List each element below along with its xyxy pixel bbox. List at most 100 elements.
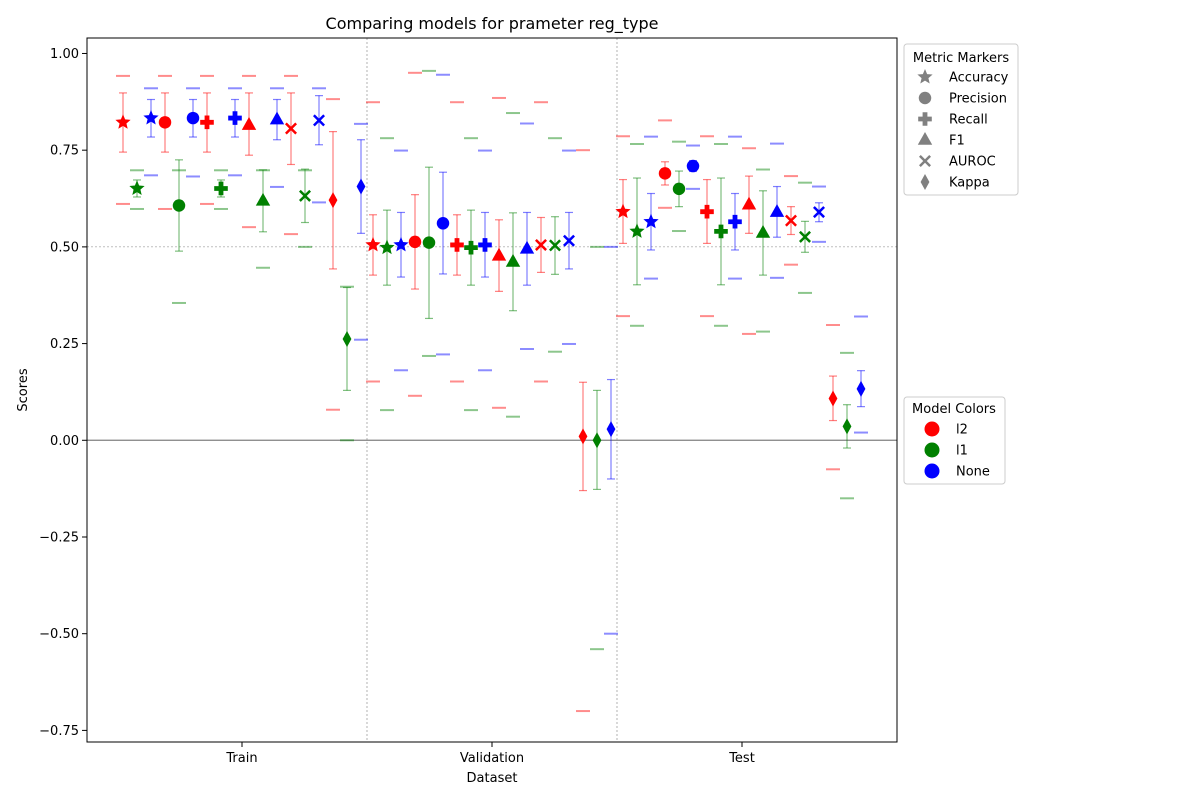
point-marker	[728, 214, 742, 229]
chart-title: Comparing models for prameter reg_type	[326, 14, 659, 34]
point-marker	[769, 204, 785, 217]
y-tick-label: 1.00	[50, 47, 79, 62]
model-legend-entry: l1	[924, 442, 968, 459]
point-marker	[672, 182, 686, 196]
data-point	[450, 101, 464, 383]
data-point	[354, 122, 368, 341]
data-point	[700, 135, 714, 318]
point-marker	[856, 380, 866, 397]
x-tick-label: Test	[728, 751, 755, 766]
point-marker	[313, 114, 325, 127]
legend-label: AUROC	[949, 155, 996, 170]
model-legend-frame	[903, 396, 1006, 485]
point-marker	[658, 167, 672, 180]
data-point	[755, 168, 771, 333]
data-point	[241, 74, 257, 229]
data-point	[562, 149, 576, 345]
point-marker	[519, 240, 535, 254]
x-axis-title: Dataset	[467, 771, 518, 786]
legend-color-dot	[924, 463, 940, 479]
point-marker	[535, 238, 547, 251]
model-legend: Model Colors l2 l1 None	[903, 396, 1006, 485]
point-marker	[186, 111, 200, 125]
data-point	[604, 245, 618, 635]
point-marker	[578, 428, 588, 445]
point-marker	[563, 234, 575, 247]
model-legend-entry: l2	[924, 421, 968, 438]
data-point	[186, 87, 200, 178]
data-point	[658, 119, 672, 209]
data-point	[505, 112, 521, 418]
data-point	[393, 149, 409, 372]
point-marker	[592, 432, 602, 449]
metric-legend-frame	[903, 43, 1019, 196]
data-point	[519, 122, 535, 350]
legend-marker	[920, 174, 930, 190]
point-marker	[200, 115, 214, 130]
legend-layer: Metric Markers Accuracy Precision Recall F1 A…	[903, 43, 1019, 485]
point-marker	[422, 236, 436, 249]
data-point	[672, 140, 686, 233]
metric-legend-entry: F1	[917, 132, 965, 149]
axes-layer: −0.75 −0.50 −0.25 0.00 0.25 0.50 0.75 1.00 Train…	[39, 47, 755, 766]
legend-marker	[918, 91, 932, 105]
data-point	[728, 135, 742, 280]
point-marker	[686, 159, 700, 173]
data-point	[214, 169, 228, 210]
point-marker	[393, 236, 409, 252]
point-marker	[342, 330, 352, 347]
point-marker	[255, 192, 271, 206]
point-marker	[549, 239, 561, 252]
point-marker	[408, 235, 422, 249]
point-marker	[228, 111, 242, 125]
point-marker	[478, 238, 492, 252]
data-point	[200, 74, 214, 205]
legend-color-dot	[924, 421, 940, 437]
point-marker	[629, 223, 645, 238]
data-point	[298, 168, 312, 248]
y-tick-label: −0.75	[39, 724, 79, 739]
legend-label: Precision	[949, 92, 1007, 107]
data-point	[228, 87, 242, 177]
legend-label: l2	[956, 423, 968, 438]
metric-legend-entry: AUROC	[919, 155, 996, 170]
point-marker	[285, 122, 297, 135]
point-marker	[241, 117, 257, 130]
metric-legend-entry: Recall	[918, 112, 988, 128]
point-marker	[328, 192, 338, 209]
data-point	[491, 96, 507, 409]
data-point	[284, 74, 298, 236]
data-point	[854, 315, 868, 434]
data-point	[714, 142, 728, 327]
point-marker	[700, 204, 714, 219]
data-point	[741, 147, 757, 335]
data-point	[590, 245, 604, 651]
data-point	[158, 74, 172, 210]
data-point	[784, 175, 798, 266]
data-point	[436, 73, 450, 356]
legend-label: l1	[956, 444, 968, 459]
data-point	[408, 71, 422, 397]
y-tick-label: 0.00	[50, 434, 79, 449]
legend-label: F1	[949, 134, 965, 149]
point-marker	[115, 114, 131, 129]
data-point	[840, 351, 854, 500]
point-marker	[269, 111, 285, 125]
point-marker	[799, 230, 811, 243]
point-marker	[505, 253, 521, 267]
point-marker	[464, 240, 478, 255]
data-point	[686, 144, 700, 190]
metric-legend-entry: Kappa	[920, 174, 990, 191]
point-marker	[365, 236, 381, 252]
point-marker	[785, 214, 797, 227]
metric-legend: Metric Markers Accuracy Precision Recall F1 A…	[903, 43, 1019, 196]
data-point	[115, 74, 131, 205]
legend-marker	[919, 155, 931, 167]
data-point	[769, 142, 785, 279]
point-marker	[379, 239, 395, 255]
point-marker	[714, 224, 728, 239]
legend-color-dot	[924, 442, 940, 458]
legend-marker	[917, 132, 933, 145]
data-point	[826, 324, 840, 471]
point-marker	[158, 116, 172, 129]
